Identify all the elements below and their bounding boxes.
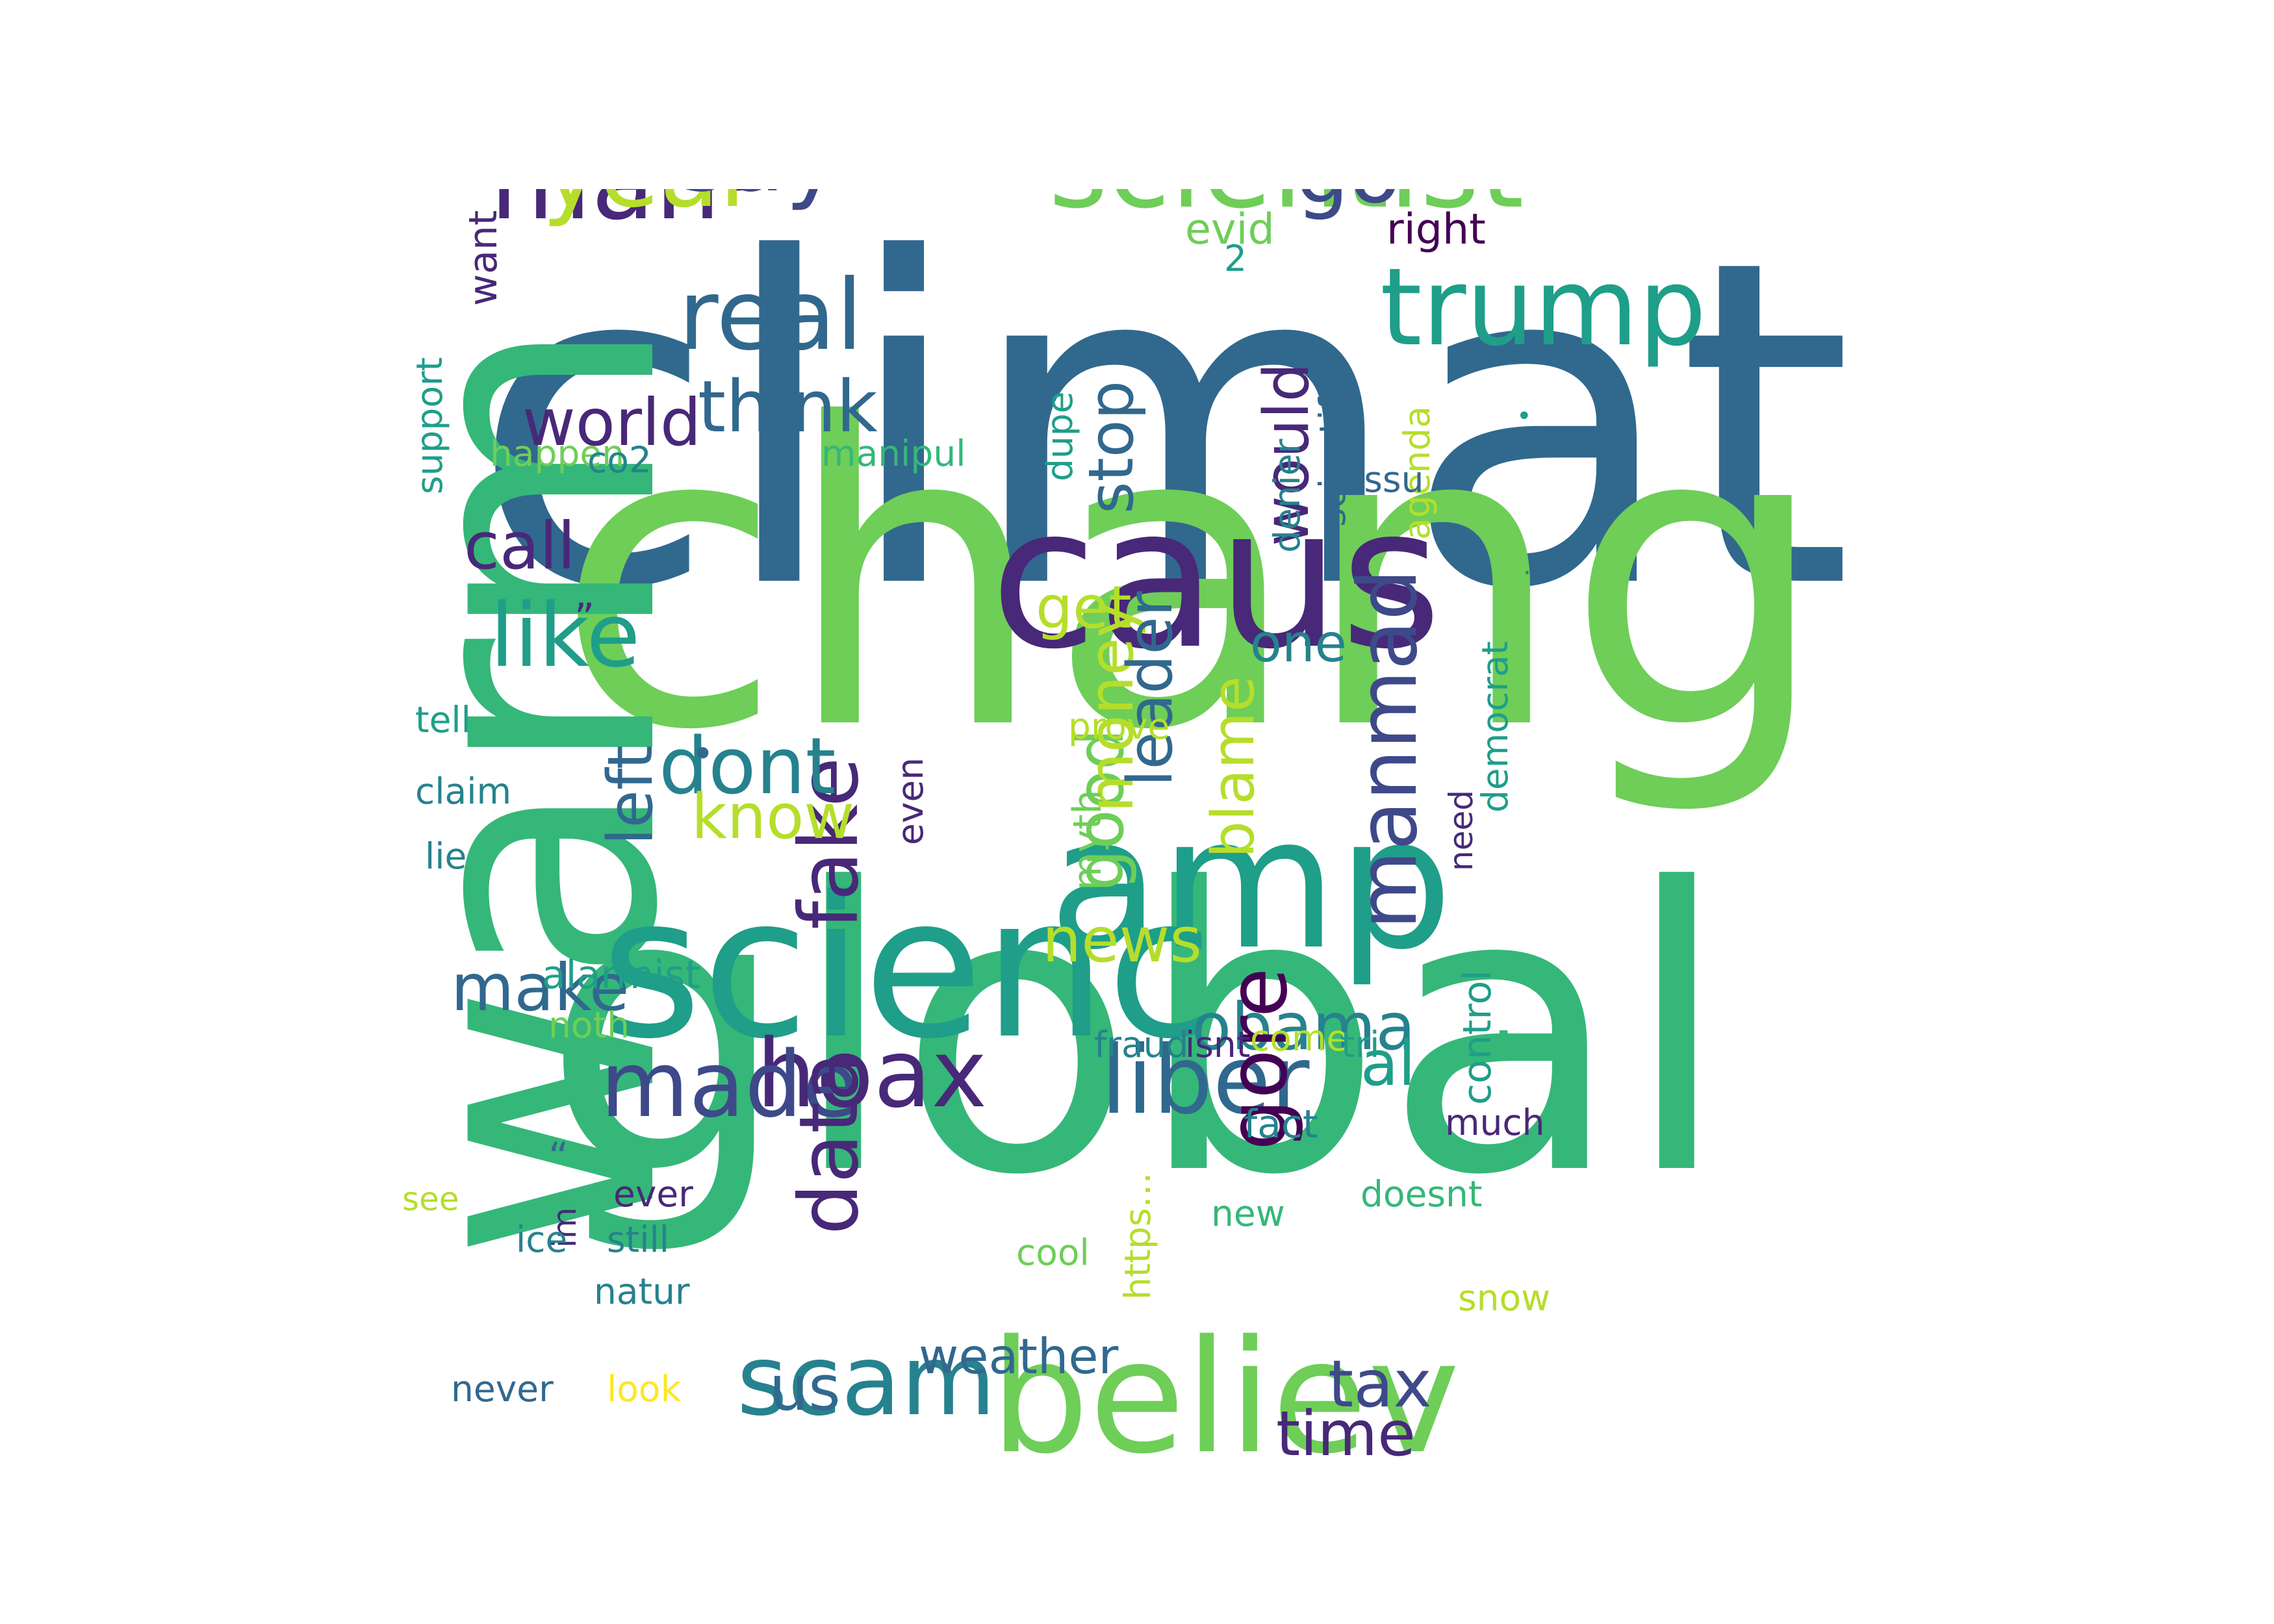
cloud-word: think — [698, 365, 878, 448]
cloud-word: believ — [990, 1306, 1461, 1462]
cloud-word: right — [1386, 205, 1486, 254]
cloud-word: scam — [737, 1325, 996, 1438]
cloud-word: one — [1250, 613, 1347, 674]
cloud-word: make — [451, 950, 630, 1026]
cloud-word: need — [1442, 790, 1480, 871]
cloud-word: trump — [1380, 245, 1707, 370]
cloud-word: doesnt — [1361, 1173, 1483, 1215]
cloud-word: snow — [1458, 1277, 1551, 1319]
cloud-word: ice — [516, 1219, 568, 1260]
cloud-word: weather — [919, 1328, 1119, 1385]
cloud-word: never — [451, 1368, 554, 1410]
cloud-word: stop — [1076, 380, 1147, 514]
cloud-word: dont — [659, 722, 836, 812]
cloud-word: , — [1490, 969, 1516, 1059]
cloud-word: new — [1211, 1193, 1285, 1234]
cloud-word: say — [678, 189, 841, 205]
cloud-word: dupe — [1039, 391, 1080, 481]
cloud-word: caus — [990, 465, 1442, 692]
word-cloud: climat chang global warm caus scienc amp believ… — [386, 189, 1958, 1462]
cloud-word: co2 — [587, 439, 652, 481]
cloud-word: fact — [1244, 1102, 1318, 1147]
cloud-word: ” — [574, 595, 595, 641]
cloud-word: global — [542, 806, 1731, 1260]
cloud-word: look — [607, 1368, 682, 1410]
cloud-word: tell — [415, 699, 471, 741]
cloud-word: hoax — [756, 1019, 988, 1129]
cloud-word: know — [691, 781, 855, 853]
cloud-word: data — [782, 1052, 876, 1235]
cloud-word: • — [1516, 401, 1532, 431]
cloud-word: denier — [1266, 438, 1308, 553]
cloud-word: still — [607, 1219, 670, 1260]
cloud-word: tax — [1328, 1346, 1432, 1422]
cloud-word: cool — [1016, 1232, 1090, 1273]
cloud-word: noth — [548, 1004, 630, 1046]
cloud-word: ever — [613, 1173, 693, 1215]
cloud-word: prove — [1068, 705, 1170, 747]
cloud-word: amp — [1049, 778, 1453, 990]
cloud-word: scientist — [1049, 189, 1524, 225]
cloud-word: al — [1361, 1028, 1416, 1100]
cloud-word: scienc — [600, 855, 1214, 1082]
cloud-word: world — [522, 385, 702, 461]
cloud-word: . — [1523, 551, 1531, 581]
cloud-word: manmad — [1341, 568, 1435, 930]
cloud-word: left — [595, 745, 667, 845]
cloud-word: fraud — [1094, 1024, 1189, 1065]
cloud-word: climat — [470, 189, 1854, 687]
cloud-word: happen — [490, 433, 625, 474]
cloud-word: man — [490, 189, 721, 235]
cloud-word: myth — [1065, 789, 1110, 891]
cloud-word: see — [402, 1180, 459, 1218]
cloud-word: “ — [548, 1134, 569, 1180]
cloud-word: claim — [415, 770, 512, 812]
cloud-word: alarmist — [542, 952, 700, 998]
cloud-word: isnt — [1185, 1024, 1251, 1065]
cloud-word: https… — [1117, 1172, 1158, 1300]
cloud-word: news — [1042, 905, 1202, 976]
cloud-word: go — [1296, 189, 1401, 215]
cloud-word: us — [769, 1353, 841, 1425]
cloud-word: scientif — [1312, 397, 1353, 527]
cloud-word: come — [1250, 1017, 1349, 1059]
cloud-word: get — [1036, 574, 1132, 642]
cloud-word: liber — [1101, 1026, 1310, 1136]
cloud-word: chang — [555, 336, 1830, 820]
cloud-word: • — [691, 731, 715, 777]
cloud-word: evid — [1185, 205, 1275, 254]
cloud-word: want — [461, 210, 506, 306]
cloud-word: lie — [425, 835, 467, 877]
cloud-word: issu — [1354, 459, 1424, 500]
cloud-word: real — [678, 259, 863, 372]
cloud-word: support — [409, 357, 450, 494]
cloud-word: much — [1445, 1102, 1545, 1143]
cloud-word: time — [1276, 1399, 1416, 1463]
cloud-word: tri — [1341, 1024, 1380, 1065]
cloud-word: blame — [1199, 676, 1268, 858]
cloud-word: year — [542, 189, 760, 222]
cloud-word: obama — [1192, 989, 1416, 1065]
cloud-word: 2 — [1224, 238, 1247, 279]
cloud-word: manipul — [821, 433, 966, 474]
cloud-word: call — [464, 508, 576, 584]
cloud-word: even — [889, 757, 931, 845]
cloud-word: like — [490, 585, 641, 687]
cloud-word: democrat — [1474, 641, 1516, 813]
cloud-word: natur — [594, 1271, 690, 1312]
cloud-word: made — [600, 1032, 859, 1138]
